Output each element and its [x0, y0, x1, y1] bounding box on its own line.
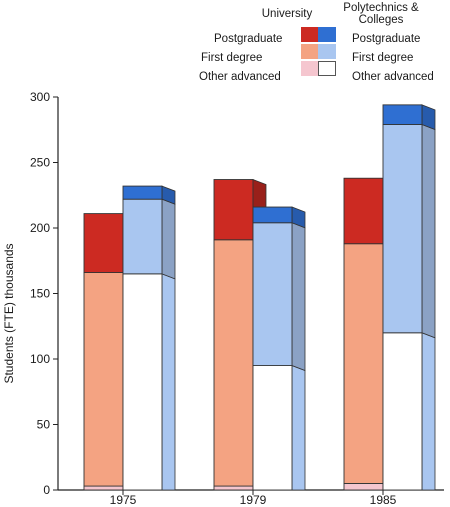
bar-polytechnics-colleges-1985-postgraduate [382, 104, 423, 125]
bar-polytechnics-colleges-1985-other-advanced-side [421, 332, 436, 491]
legend-swatch-poly-first-degree [318, 44, 336, 59]
legend-swatch-university-other [301, 61, 319, 76]
bar-university-1979-other-advanced [213, 485, 254, 491]
y-tick-label-250: 250 [30, 156, 50, 170]
bar-polytechnics-colleges-1979-postgraduate [252, 206, 293, 224]
bar-university-1985-other-advanced [343, 483, 384, 491]
bar-polytechnics-colleges-1985-first-degree-side [421, 123, 436, 339]
bar-polytechnics-colleges-1979-other-advanced-side [291, 364, 306, 491]
x-tick-label-1985: 1985 [370, 493, 397, 507]
bar-polytechnics-colleges-1979-other-advanced [252, 365, 293, 491]
bar-polytechnics-colleges-1985-other-advanced [382, 332, 423, 491]
legend-swatch-poly-postgraduate [318, 27, 336, 42]
bar-university-1975-postgraduate [83, 213, 124, 273]
legend-label-poly-postgraduate: Postgraduate [352, 33, 421, 45]
legend-label-poly-other: Other advanced [352, 71, 434, 83]
y-tick-label-300: 300 [30, 90, 50, 104]
bar-polytechnics-colleges-1975-first-degree-side [161, 198, 176, 280]
legend-swatch-university-first-degree [301, 44, 319, 59]
legend-label-university-postgraduate: Postgraduate [214, 33, 283, 45]
bar-polytechnics-colleges-1975-other-advanced-side [161, 273, 176, 491]
x-tick-label-1979: 1979 [240, 493, 267, 507]
bar-polytechnics-colleges-1979-first-degree-side [291, 222, 306, 372]
y-tick-label-200: 200 [30, 221, 50, 235]
y-tick-label-100: 100 [30, 352, 50, 366]
x-tick-label-1975: 1975 [110, 493, 137, 507]
legend-header-polytechnics: Polytechnics & Colleges [343, 2, 419, 26]
y-tick-label-50: 50 [37, 418, 51, 432]
bar-polytechnics-colleges-1975-postgraduate [122, 185, 163, 200]
bar-university-1985-first-degree [343, 243, 384, 484]
legend-swatch-poly-other [318, 61, 336, 76]
y-axis-title: Students (FTE) thousands [2, 243, 16, 383]
bar-university-1979-first-degree [213, 239, 254, 487]
bar-polytechnics-colleges-1979-first-degree [252, 222, 293, 366]
bar-university-1979-postgraduate [213, 179, 254, 241]
legend-label-university-first-degree: First degree [201, 52, 263, 64]
y-tick-label-150: 150 [30, 287, 50, 301]
legend-label-university-other: Other advanced [199, 71, 281, 83]
legend-header-university: University [261, 8, 313, 20]
legend-swatch-university-postgraduate [301, 27, 319, 42]
bar-university-1975-first-degree [83, 272, 124, 487]
bar-polytechnics-colleges-1975-first-degree [122, 198, 163, 275]
bar-university-1985-postgraduate [343, 177, 384, 245]
bar-university-1975-other-advanced [83, 485, 124, 491]
bar-polytechnics-colleges-1975-other-advanced [122, 273, 163, 491]
legend-label-poly-first-degree: First degree [352, 52, 414, 64]
y-tick-label-0: 0 [43, 483, 50, 497]
bar-polytechnics-colleges-1985-first-degree [382, 124, 423, 334]
